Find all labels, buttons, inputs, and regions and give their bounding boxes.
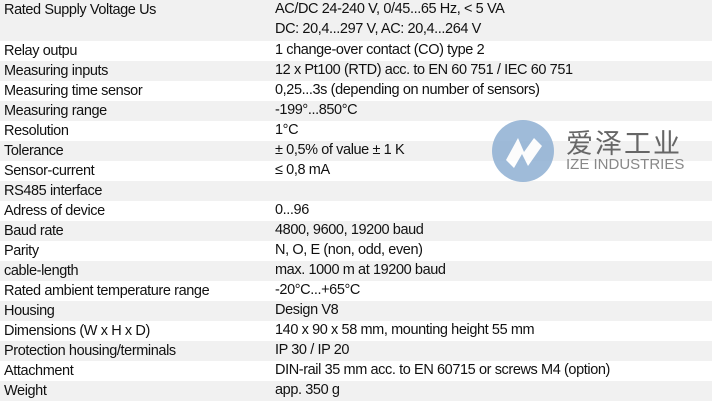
spec-row: Tolerance ± 0,5% of value ± 1 K (0, 141, 712, 161)
spec-label: Housing (4, 303, 55, 319)
spec-value: 0,25...3s (depending on number of sensor… (275, 81, 712, 101)
spec-row: Resolution 1°C (0, 121, 712, 141)
spec-value: -199°...850°C (275, 101, 712, 121)
spec-row: Measuring range -199°...850°C (0, 101, 712, 121)
spec-value-line: DC: 20,4...297 V, AC: 20,4...264 V (275, 20, 481, 37)
spec-row: Weight app. 350 g (0, 381, 712, 401)
spec-value: -20°C...+65°C (275, 281, 712, 301)
spec-row: Rated Supply Voltage Us AC/DC 24-240 V, 0… (0, 0, 712, 41)
spec-label: Weight (4, 383, 47, 399)
spec-label: Baud rate (4, 223, 64, 239)
spec-row: Parity N, O, E (non, odd, even) (0, 241, 712, 261)
spec-value-line: Design V8 (275, 302, 339, 318)
spec-value: DIN-rail 35 mm acc. to EN 60715 or screw… (275, 361, 712, 381)
spec-label: Relay outpu (4, 43, 77, 59)
spec-label: Rated Supply Voltage Us (4, 2, 157, 18)
spec-value-line: ± 0,5% of value ± 1 K (275, 142, 405, 158)
spec-value-line: N, O, E (non, odd, even) (275, 242, 423, 258)
spec-value: ≤ 0,8 mA (275, 161, 712, 181)
spec-value-line: ≤ 0,8 mA (275, 162, 330, 178)
spec-label: Measuring time sensor (4, 83, 143, 99)
spec-value: N, O, E (non, odd, even) (275, 241, 712, 261)
spec-label: Protection housing/terminals (4, 343, 176, 359)
spec-row: Attachment DIN-rail 35 mm acc. to EN 6071… (0, 361, 712, 381)
spec-value-line: 12 x Pt100 (RTD) acc. to EN 60 751 / IEC… (275, 62, 573, 78)
spec-row: RS485 interface (0, 181, 712, 201)
spec-value: AC/DC 24-240 V, 0/45...65 Hz, < 5 VA DC: … (275, 0, 712, 41)
spec-value-line: IP 30 / IP 20 (275, 342, 350, 358)
spec-row: Rated ambient temperature range -20°C...+… (0, 281, 712, 301)
spec-label: cable-length (4, 263, 79, 279)
spec-label: Rated ambient temperature range (4, 283, 210, 299)
spec-row: Measuring inputs 12 x Pt100 (RTD) acc. to… (0, 61, 712, 81)
spec-row: Sensor-current ≤ 0,8 mA (0, 161, 712, 181)
spec-value: app. 350 g (275, 381, 712, 401)
spec-label: Attachment (4, 363, 74, 379)
spec-row: Adress of device 0...96 (0, 201, 712, 221)
spec-row: Dimensions (W x H x D) 140 x 90 x 58 mm, … (0, 321, 712, 341)
spec-value: 140 x 90 x 58 mm, mounting height 55 mm (275, 321, 712, 341)
spec-value-line: 4800, 9600, 19200 baud (275, 222, 424, 238)
spec-row: cable-length max. 1000 m at 19200 baud (0, 261, 712, 281)
spec-value-line: max. 1000 m at 19200 baud (275, 262, 446, 278)
spec-value-line: 140 x 90 x 58 mm, mounting height 55 mm (275, 322, 535, 338)
spec-label: Measuring range (4, 103, 107, 119)
spec-value-line: 1°C (275, 122, 299, 138)
spec-value-line: 0...96 (275, 202, 309, 218)
spec-value-line: 1 change-over contact (CO) type 2 (275, 42, 485, 58)
spec-value: 0...96 (275, 201, 712, 221)
spec-label: Tolerance (4, 143, 64, 159)
spec-value: ± 0,5% of value ± 1 K (275, 141, 712, 161)
spec-value-line: -20°C...+65°C (275, 282, 360, 298)
spec-value-line: DIN-rail 35 mm acc. to EN 60715 or screw… (275, 362, 610, 378)
spec-row: Relay outpu 1 change-over contact (CO) ty… (0, 41, 712, 61)
spec-value: 1 change-over contact (CO) type 2 (275, 41, 712, 61)
spec-row: Measuring time sensor 0,25...3s (dependin… (0, 81, 712, 101)
spec-value-line: 0,25...3s (depending on number of sensor… (275, 82, 540, 98)
spec-label: Dimensions (W x H x D) (4, 323, 150, 339)
spec-value-line: app. 350 g (275, 382, 340, 398)
spec-value (275, 181, 712, 201)
spec-value-line: -199°...850°C (275, 102, 358, 118)
spec-value: 12 x Pt100 (RTD) acc. to EN 60 751 / IEC… (275, 61, 712, 81)
spec-value: 4800, 9600, 19200 baud (275, 221, 712, 241)
spec-value: 1°C (275, 121, 712, 141)
spec-label: Sensor-current (4, 163, 95, 179)
spec-label: Resolution (4, 123, 69, 139)
spec-label: Parity (4, 243, 39, 259)
spec-value: Design V8 (275, 301, 712, 321)
spec-row: Protection housing/terminals IP 30 / IP 2… (0, 341, 712, 361)
spec-label: Measuring inputs (4, 63, 109, 79)
spec-value-line: AC/DC 24-240 V, 0/45...65 Hz, < 5 VA (275, 1, 505, 17)
spec-value: max. 1000 m at 19200 baud (275, 261, 712, 281)
spec-label: RS485 interface (4, 183, 102, 199)
spec-value: IP 30 / IP 20 (275, 341, 712, 361)
spec-row: Baud rate 4800, 9600, 19200 baud (0, 221, 712, 241)
spec-row: Housing Design V8 (0, 301, 712, 321)
spec-label: Adress of device (4, 203, 105, 219)
